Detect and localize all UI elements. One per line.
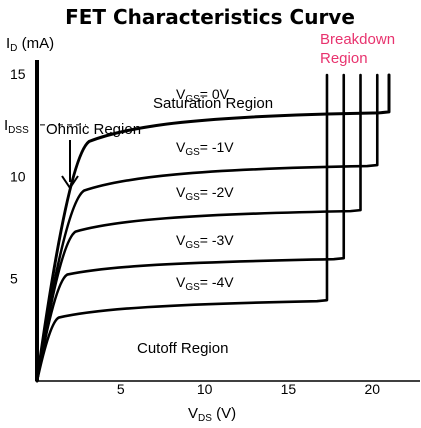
idss-label: IDSS (4, 117, 29, 136)
breakdown-region-label: Breakdown Region (320, 31, 395, 67)
series-label: VGS= -4V (176, 274, 234, 293)
x-axis-label: VDS (V) (188, 405, 236, 424)
series-label: VGS= -1V (176, 139, 234, 158)
y-tick-label: 10 (10, 168, 26, 184)
x-tick-label: 10 (197, 381, 213, 397)
axes (35, 60, 420, 382)
ohmic-region-label: Ohmic Region (46, 121, 141, 138)
cutoff-region-label: Cutoff Region (137, 340, 228, 357)
series-label: VGS= -2V (176, 184, 234, 203)
y-tick-label: 15 (10, 66, 26, 82)
y-tick-label: 5 (10, 271, 18, 287)
chart-text: FET Characteristics Curve ID (mA) 15 10 5 5 10… (4, 5, 395, 424)
saturation-region-label: Saturation Region (153, 95, 273, 112)
x-tick-label: 5 (117, 381, 125, 397)
series-label: VGS= 0V (176, 86, 230, 105)
series-label: VGS= -3V (176, 232, 234, 251)
series-line (35, 73, 362, 383)
x-tick-label: 20 (364, 381, 380, 397)
series-line (35, 73, 346, 383)
curves (35, 73, 391, 383)
chart-title: FET Characteristics Curve (65, 5, 355, 29)
series-line (35, 73, 329, 383)
series-line (35, 73, 391, 383)
x-tick-label: 15 (281, 381, 297, 397)
y-axis-label: ID (mA) (6, 35, 54, 54)
series-line (35, 73, 379, 383)
